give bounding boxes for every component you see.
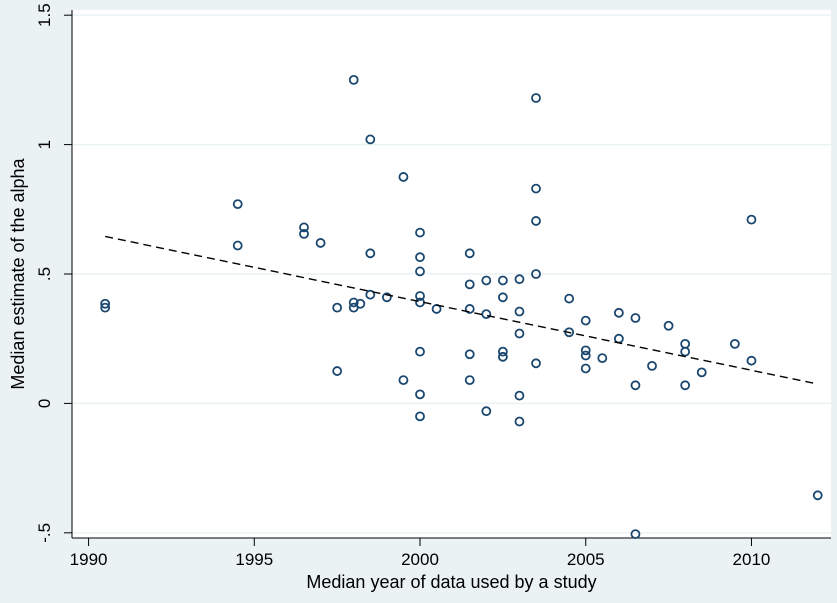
data-point <box>348 74 359 85</box>
data-point <box>497 346 508 357</box>
data-point <box>381 292 392 303</box>
data-point <box>630 529 641 540</box>
data-point <box>580 345 591 356</box>
data-point <box>663 320 674 331</box>
data-point <box>680 346 691 357</box>
axes: -.5 0 .5 1 1.5 1990 1995 2000 2005 2010 <box>35 3 831 569</box>
data-point <box>729 338 740 349</box>
data-point <box>746 214 757 225</box>
data-point <box>464 248 475 259</box>
data-point <box>398 172 409 182</box>
fit-line-group <box>105 235 818 385</box>
data-point <box>232 199 243 210</box>
data-point <box>613 307 624 318</box>
data-point <box>299 228 309 239</box>
data-point <box>415 266 425 277</box>
data-point <box>497 275 508 286</box>
data-point <box>531 183 541 194</box>
data-point <box>232 240 243 251</box>
data-point <box>514 416 525 427</box>
y-tick-label: -.5 <box>35 523 54 543</box>
data-points <box>100 74 823 540</box>
data-point <box>415 389 425 400</box>
data-point <box>531 269 541 279</box>
x-tick-label: 2005 <box>567 550 605 569</box>
data-point <box>812 490 823 501</box>
data-point <box>531 93 541 103</box>
data-point <box>398 375 409 386</box>
data-point <box>514 390 525 401</box>
data-point <box>355 298 366 309</box>
data-point <box>481 309 492 320</box>
data-point <box>580 363 591 374</box>
x-tick-label: 2000 <box>401 550 439 569</box>
data-point <box>415 227 425 238</box>
data-point <box>597 353 608 364</box>
gridlines <box>72 14 831 534</box>
data-point <box>315 238 326 248</box>
data-point <box>415 252 425 263</box>
data-point <box>647 360 657 371</box>
data-point <box>481 406 492 417</box>
data-point <box>464 279 475 290</box>
data-point <box>514 306 525 317</box>
data-point <box>365 289 376 300</box>
data-point <box>514 274 525 285</box>
data-point <box>332 302 343 313</box>
data-point <box>580 315 591 326</box>
data-point <box>630 380 641 391</box>
x-tick-label: 1995 <box>235 550 273 569</box>
data-point <box>365 248 376 259</box>
data-point <box>415 411 425 422</box>
x-tick-label: 1990 <box>70 550 108 569</box>
y-tick-label: 0 <box>35 399 54 408</box>
data-point <box>514 328 525 339</box>
data-point <box>365 134 376 145</box>
data-point <box>299 222 309 233</box>
data-point <box>746 355 757 366</box>
x-axis-title: Median year of data used by a study <box>306 572 596 592</box>
data-point <box>630 313 641 323</box>
data-point <box>680 380 691 391</box>
y-axis-title: Median estimate of the alpha <box>8 157 28 389</box>
data-point <box>481 275 492 286</box>
data-point <box>497 292 508 303</box>
data-point <box>348 297 359 308</box>
data-point <box>415 346 425 357</box>
data-point <box>332 366 343 376</box>
data-point <box>100 298 111 309</box>
data-point <box>696 367 707 378</box>
y-tick-label: 1 <box>35 140 54 149</box>
data-point <box>580 350 591 361</box>
fit-line <box>105 235 818 385</box>
data-point <box>464 349 475 360</box>
x-tick-label: 2010 <box>733 550 771 569</box>
data-point <box>464 375 475 386</box>
data-point <box>100 302 111 313</box>
data-point <box>415 291 425 301</box>
data-point <box>531 216 541 226</box>
data-point <box>531 358 541 369</box>
data-point <box>464 304 475 314</box>
data-point <box>497 351 508 362</box>
data-point <box>564 293 575 304</box>
y-tick-label: .5 <box>35 267 54 281</box>
y-tick-label: 1.5 <box>35 3 54 27</box>
